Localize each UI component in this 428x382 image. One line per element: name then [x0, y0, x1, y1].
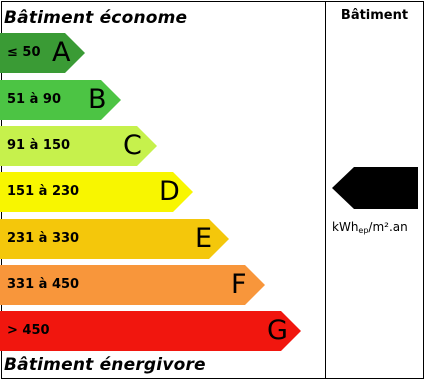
inefficient-label: Bâtiment énergivore	[4, 355, 206, 375]
efficient-label: Bâtiment économe	[4, 8, 188, 28]
unit-suffix: /m².an	[368, 220, 408, 234]
unit-prefix: kWh	[332, 220, 359, 234]
energy-class-bar-b: 51 à 90 B	[0, 80, 121, 120]
energy-class-letter: D	[159, 176, 180, 207]
energy-class-letter: F	[231, 269, 247, 300]
energy-class-range: 151 à 230	[7, 184, 80, 199]
energy-class-range: ≤ 50	[7, 45, 41, 60]
energy-class-bar-c: 91 à 150 C	[0, 126, 157, 166]
energy-class-bar-a: ≤ 50 A	[0, 33, 85, 73]
energy-class-letter: E	[195, 223, 213, 254]
unit-label: kWhep/m².an	[332, 220, 408, 235]
energy-class-letter: G	[267, 315, 288, 346]
energy-class-bar-e: 231 à 330 E	[0, 219, 229, 259]
energy-class-range: 331 à 450	[7, 277, 80, 292]
energy-class-range: 51 à 90	[7, 92, 62, 107]
energy-class-range: > 450	[7, 323, 50, 338]
energy-class-bar-d: 151 à 230 D	[0, 172, 193, 212]
building-rating-marker	[332, 167, 418, 213]
building-column-title: Bâtiment	[340, 8, 409, 23]
column-divider	[325, 1, 326, 379]
energy-class-range: 91 à 150	[7, 138, 71, 153]
energy-class-letter: C	[123, 130, 142, 161]
energy-class-range: 231 à 330	[7, 231, 80, 246]
unit-subscript: ep	[358, 226, 369, 235]
energy-class-bar-f: 331 à 450 F	[0, 265, 265, 305]
energy-class-letter: A	[52, 37, 71, 68]
energy-class-bar-g: > 450 G	[0, 311, 301, 351]
energy-class-letter: B	[88, 84, 107, 115]
